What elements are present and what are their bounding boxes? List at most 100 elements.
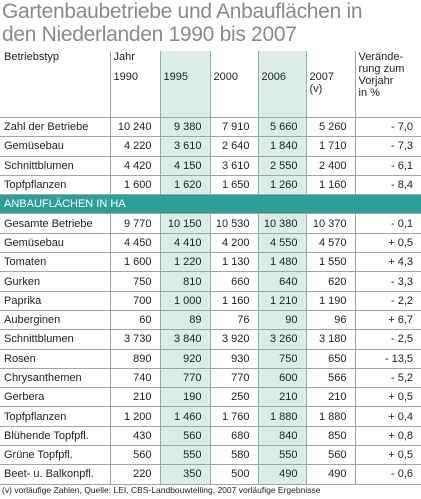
- cell: 1 210: [257, 291, 306, 311]
- row-label: Schnittblumen: [0, 329, 110, 350]
- cell: 1 220: [159, 252, 210, 273]
- cell: 500: [209, 464, 258, 485]
- cell: 9 380: [159, 117, 210, 138]
- text-line: in %: [358, 87, 380, 99]
- cell: + 6,7: [354, 310, 421, 331]
- data-row: Gemüsebau 4 450 4 410 4 200 4 550 4 570 + 0,5: [0, 233, 421, 254]
- cell: 1 760: [209, 406, 258, 427]
- text-line: Gartenbaubetriebe und Anbauflächen in: [2, 0, 363, 23]
- cell: 1 480: [257, 252, 306, 273]
- cell: 210: [257, 387, 306, 408]
- data-row: Topfpflanzen 1 600 1 620 1 650 1 260 1 160- 8…: [0, 175, 421, 196]
- cell: 920: [159, 349, 210, 369]
- data-row: Schnittblumen 3 730 3 840 3 920 3 260 3 180- …: [0, 329, 421, 350]
- cell: 96: [305, 310, 355, 331]
- cell: 9 770: [109, 213, 160, 234]
- cell: 560: [305, 445, 355, 466]
- cell: 3 920: [209, 329, 258, 350]
- cell: 430: [109, 426, 160, 447]
- cell: 4 410: [159, 233, 210, 254]
- header-row: 1990 1995 2000 2006 2007 (v): [0, 67, 421, 118]
- cell: 1 000: [159, 291, 210, 311]
- cell: - 2,5: [354, 329, 421, 350]
- row-label: Blühende Topfpfl.: [0, 426, 110, 447]
- year-cell: 2000: [209, 67, 258, 118]
- row-label: Topfpflanzen: [0, 175, 110, 196]
- row-label: Zahl der Betriebe: [0, 117, 110, 138]
- cell: 2 640: [209, 136, 258, 157]
- data-row: Gesamte Betriebe 9 770 10 150 10 530 10 380 1…: [0, 213, 421, 234]
- row-label: Gerbera: [0, 387, 110, 408]
- cell: 5 660: [257, 117, 306, 138]
- row-label: Schnittblumen: [0, 156, 110, 176]
- cell: 76: [209, 310, 258, 331]
- cell: 89: [159, 310, 210, 331]
- cell: 1 710: [305, 136, 355, 157]
- footnote: (v) vorläufige Zahlen, Quelle: LEI, CBS-…: [2, 485, 321, 495]
- header-cell: [257, 51, 306, 67]
- text-line: 1990: [113, 71, 138, 83]
- cell: 680: [209, 426, 258, 447]
- text-line: 1995: [163, 71, 188, 83]
- cell: 1 620: [159, 175, 210, 196]
- row-label: Gesamte Betriebe: [0, 213, 110, 234]
- data-row: Auberginen 60 89 76 90 96 + 6,7: [0, 310, 421, 331]
- cell: 1 880: [257, 406, 306, 427]
- cell: 3 610: [209, 156, 258, 176]
- cell: 4 150: [159, 156, 210, 176]
- cell: 750: [109, 271, 160, 292]
- cell: 1 600: [109, 175, 160, 196]
- header-cell: [209, 51, 258, 67]
- cell: - 5,2: [354, 368, 421, 389]
- cell: 490: [257, 464, 306, 485]
- cell: 650: [305, 349, 355, 369]
- cell: + 0,4: [354, 406, 421, 427]
- data-row: Schnittblumen 4 420 4 150 3 610 2 550 2 400- …: [0, 156, 421, 176]
- text-line: 2007: [309, 71, 334, 83]
- row-label: Gurken: [0, 271, 110, 292]
- cell: 220: [109, 464, 160, 485]
- data-row: Gurken 750 810 660 640 620- 3,3: [0, 271, 421, 292]
- cell: 1 880: [305, 406, 355, 427]
- row-label: Gemüsebau: [0, 233, 110, 254]
- header-cell: Verände-rung zum Vorjahr in %: [354, 51, 421, 118]
- cell: - 7,3: [354, 136, 421, 157]
- cell: 10 240: [109, 117, 160, 138]
- data-row: Gemüsebau 4 220 3 610 2 640 1 840 1 710- 7,3: [0, 136, 421, 157]
- cell: 1 160: [209, 291, 258, 311]
- year-cell: 1990: [109, 67, 160, 118]
- row-label: Topfpflanzen: [0, 406, 110, 427]
- cell: 700: [109, 291, 160, 311]
- cell: 1 130: [209, 252, 258, 273]
- header-row: Betriebstyp Jahr Verände-rung zum Vorjahr in…: [0, 51, 421, 118]
- text-line: 2006: [261, 71, 286, 83]
- cell: + 0,5: [354, 233, 421, 254]
- cell: 560: [159, 426, 210, 447]
- data-row: Gerbera 210 190 250 210 210 + 0,5: [0, 387, 421, 408]
- row-label: Rosen: [0, 349, 110, 369]
- row-label: Chrysanthemen: [0, 368, 110, 389]
- cell: 210: [305, 387, 355, 408]
- year-cell: 1995: [159, 67, 210, 118]
- cell: 4 570: [305, 233, 355, 254]
- row-label: Gemüsebau: [0, 136, 110, 157]
- cell: 550: [257, 445, 306, 466]
- header-cell: Betriebstyp: [0, 51, 110, 118]
- cell: - 2,2: [354, 291, 421, 311]
- row-label: Tomaten: [0, 252, 110, 273]
- cell: 1 190: [305, 291, 355, 311]
- cell: 580: [209, 445, 258, 466]
- cell: 660: [209, 271, 258, 292]
- year-cell: 2007 (v): [305, 67, 355, 118]
- data-row: Chrysanthemen 740 770 770 600 566- 5,2: [0, 368, 421, 389]
- cell: 190: [159, 387, 210, 408]
- data-row: Zahl der Betriebe 10 240 9 380 7 910 5 660 5 …: [0, 117, 421, 138]
- text-line: Vorjahr: [358, 75, 394, 87]
- cell: 10 150: [159, 213, 210, 234]
- cell: 7 910: [209, 117, 258, 138]
- cell: 4 220: [109, 136, 160, 157]
- data-row: Paprika 700 1 000 1 160 1 210 1 190- 2,2: [0, 291, 421, 311]
- header-cell: [159, 51, 210, 67]
- row-label: Beet- u. Balkonpfl.: [0, 464, 110, 485]
